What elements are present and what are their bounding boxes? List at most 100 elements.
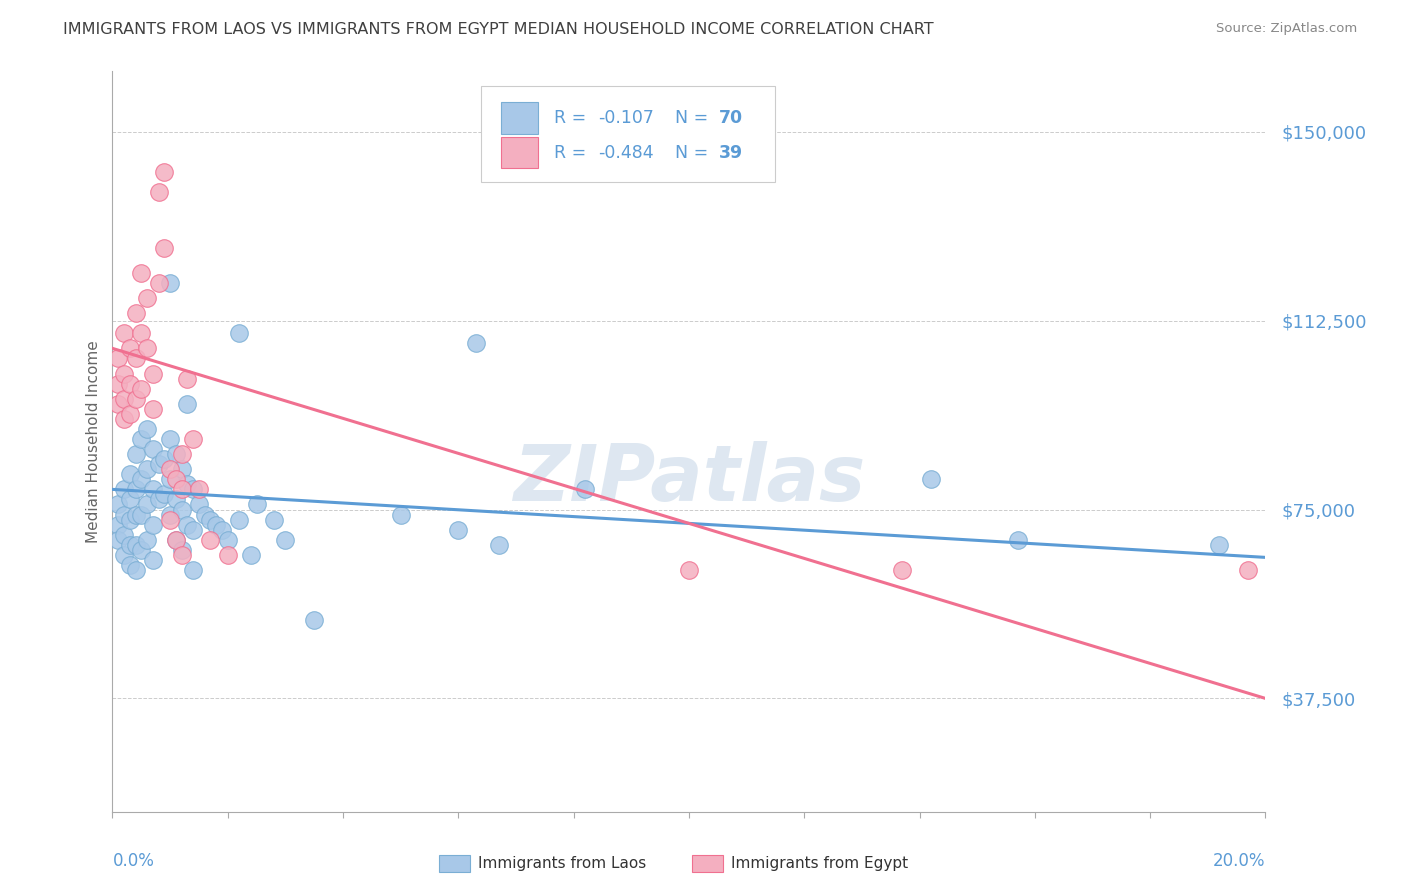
Point <box>211 523 233 537</box>
Point <box>142 367 165 381</box>
Point <box>170 542 193 557</box>
Point <box>129 472 153 486</box>
Point <box>176 477 198 491</box>
Point <box>112 527 135 541</box>
Point <box>159 472 181 486</box>
Point <box>181 483 204 497</box>
Text: N =: N = <box>675 109 714 127</box>
Point <box>920 472 942 486</box>
Point <box>142 401 165 416</box>
Point <box>136 291 159 305</box>
Point <box>142 517 165 532</box>
Point <box>118 407 141 421</box>
FancyBboxPatch shape <box>501 103 538 134</box>
Point <box>153 241 176 255</box>
Point <box>159 276 181 290</box>
Point <box>142 553 165 567</box>
Point <box>124 392 146 406</box>
Point <box>124 563 146 577</box>
Point <box>228 326 250 341</box>
Point <box>194 508 217 522</box>
Point <box>176 517 198 532</box>
Text: IMMIGRANTS FROM LAOS VS IMMIGRANTS FROM EGYPT MEDIAN HOUSEHOLD INCOME CORRELATIO: IMMIGRANTS FROM LAOS VS IMMIGRANTS FROM … <box>63 22 934 37</box>
Point <box>107 533 129 547</box>
Point <box>112 392 135 406</box>
Point <box>148 492 170 507</box>
Point <box>188 498 211 512</box>
FancyBboxPatch shape <box>481 87 776 183</box>
Point <box>159 432 181 446</box>
Point <box>263 513 285 527</box>
Point <box>447 523 470 537</box>
Point <box>170 502 193 516</box>
Point <box>217 533 239 547</box>
Point <box>176 371 198 385</box>
Text: ZIPatlas: ZIPatlas <box>513 441 865 516</box>
Point <box>142 442 165 456</box>
Point <box>170 462 193 476</box>
Point <box>129 542 153 557</box>
Point <box>136 498 159 512</box>
Point <box>107 498 129 512</box>
Point <box>112 412 135 426</box>
Point <box>112 326 135 341</box>
Point <box>165 472 187 486</box>
Point <box>112 483 135 497</box>
Y-axis label: Median Household Income: Median Household Income <box>86 340 101 543</box>
Point <box>107 397 129 411</box>
Point <box>891 563 914 577</box>
Point <box>148 276 170 290</box>
Point <box>181 432 204 446</box>
Point <box>136 342 159 356</box>
Point <box>488 538 510 552</box>
Point <box>129 432 153 446</box>
Text: -0.107: -0.107 <box>598 109 654 127</box>
Point <box>389 508 412 522</box>
Point <box>159 462 181 476</box>
Point <box>165 533 187 547</box>
Point <box>136 533 159 547</box>
Point <box>678 563 700 577</box>
Point <box>124 306 146 320</box>
Text: 70: 70 <box>718 109 742 127</box>
Text: Immigrants from Egypt: Immigrants from Egypt <box>731 856 908 871</box>
Point <box>107 351 129 366</box>
Point <box>165 533 187 547</box>
Point <box>1007 533 1029 547</box>
Point <box>170 447 193 461</box>
Point <box>124 508 146 522</box>
Point <box>148 186 170 200</box>
Point <box>124 447 146 461</box>
Point <box>118 513 141 527</box>
Point <box>181 523 204 537</box>
Point <box>159 513 181 527</box>
Point <box>118 467 141 482</box>
FancyBboxPatch shape <box>501 137 538 169</box>
Point <box>165 447 187 461</box>
Point <box>170 548 193 562</box>
Point <box>1208 538 1230 552</box>
Point <box>1237 563 1260 577</box>
Point <box>165 492 187 507</box>
Point <box>153 165 176 179</box>
Point <box>574 483 596 497</box>
Point <box>124 351 146 366</box>
Point <box>129 508 153 522</box>
Point <box>112 367 135 381</box>
Text: Source: ZipAtlas.com: Source: ZipAtlas.com <box>1216 22 1357 36</box>
Point <box>188 483 211 497</box>
Text: R =: R = <box>554 144 592 161</box>
Point <box>176 397 198 411</box>
Point <box>118 376 141 391</box>
Point <box>118 342 141 356</box>
Point <box>181 563 204 577</box>
Text: R =: R = <box>554 109 592 127</box>
Point <box>217 548 239 562</box>
Point <box>228 513 250 527</box>
Point <box>118 492 141 507</box>
Point <box>464 336 486 351</box>
Point <box>142 483 165 497</box>
Text: 20.0%: 20.0% <box>1213 853 1265 871</box>
Point <box>107 517 129 532</box>
Text: N =: N = <box>675 144 714 161</box>
